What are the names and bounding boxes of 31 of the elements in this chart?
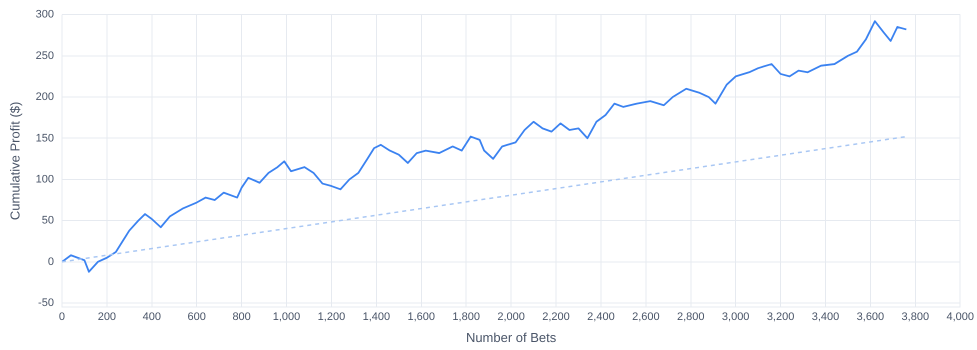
- x-tick-label: 200: [98, 310, 116, 323]
- y-tick-label: 150: [36, 132, 54, 144]
- x-tick-label: 1,600: [408, 310, 436, 323]
- x-tick-label: 3,400: [812, 310, 840, 323]
- x-tick-label: 3,200: [766, 310, 794, 323]
- x-tick-label: 2,200: [542, 310, 570, 323]
- x-tick-label: 1,200: [318, 310, 346, 323]
- x-tick-label: 2,800: [676, 310, 705, 323]
- x-tick-label: 400: [142, 310, 161, 323]
- x-tick-label: 2,600: [632, 310, 660, 323]
- x-tick-label: 1,800: [452, 310, 480, 323]
- x-tick-label: 3,800: [902, 310, 930, 323]
- x-tick-label: 3,000: [722, 310, 750, 323]
- x-tick-label: 1,400: [362, 310, 390, 323]
- y-tick-label: -50: [38, 297, 54, 310]
- y-tick-label: 0: [48, 256, 54, 268]
- x-tick-label: 4,000: [946, 310, 974, 323]
- x-tick-label: 800: [232, 310, 251, 323]
- x-tick-label: 2,400: [587, 310, 615, 323]
- y-axis-title: Cumulative Profit ($): [7, 102, 22, 220]
- y-tick-label: 300: [36, 8, 54, 21]
- y-tick-label: 200: [36, 91, 54, 104]
- x-tick-label: 0: [58, 310, 66, 323]
- x-tick-label: 3,600: [856, 310, 884, 323]
- y-tick-label: 250: [36, 50, 54, 62]
- x-tick-label: 1,000: [272, 310, 300, 323]
- x-tick-label: 600: [188, 310, 206, 323]
- y-tick-label: 50: [42, 214, 54, 227]
- x-axis-title: Number of Bets: [466, 330, 557, 345]
- y-tick-label: 100: [36, 173, 54, 186]
- x-tick-label: 2,000: [497, 310, 525, 323]
